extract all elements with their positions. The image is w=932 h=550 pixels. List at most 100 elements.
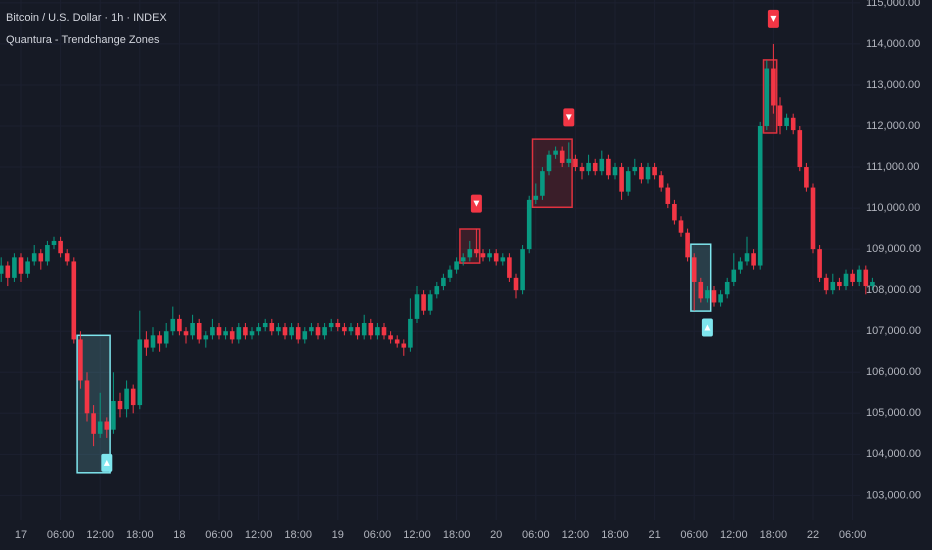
candle-body [163, 331, 169, 344]
candle-body [810, 187, 816, 250]
candle-body [421, 294, 426, 311]
candle-body [784, 117, 789, 126]
candle-body [744, 253, 750, 262]
candle-body [632, 167, 638, 172]
candle-body [190, 322, 195, 336]
candle-body [0, 265, 4, 274]
candle-body [361, 322, 367, 336]
x-tick-label: 18 [173, 529, 185, 541]
candle-body [249, 331, 255, 336]
candle-body [487, 253, 492, 258]
candle-body [500, 257, 506, 262]
candle-body [566, 158, 572, 163]
candle-body [117, 400, 123, 410]
candle-body [5, 265, 11, 278]
candle-body [837, 281, 842, 287]
candle-body [342, 327, 347, 332]
candle-body [672, 203, 677, 221]
y-tick-label: 112,000.00 [866, 120, 920, 132]
candle-body [137, 339, 143, 406]
candle-body [408, 318, 413, 348]
candle-body [520, 249, 525, 291]
x-tick-label: 06:00 [839, 529, 867, 541]
candle-body [645, 167, 651, 180]
candle-body [18, 257, 24, 274]
candle-body [394, 339, 400, 344]
candle-body [711, 290, 717, 303]
x-tick-label: 18:00 [443, 529, 471, 541]
candle-body [269, 322, 275, 332]
candle-body [322, 327, 327, 336]
candle-body [84, 380, 90, 414]
candle-body [262, 322, 268, 328]
indicator-name: Quantura - Trendchange Zones [6, 34, 160, 46]
x-tick-label: 06:00 [680, 529, 708, 541]
candle-body [414, 294, 420, 319]
signal-arrow [103, 459, 110, 466]
candle-body [45, 245, 50, 262]
candle-body [460, 257, 466, 262]
candle-body [474, 249, 479, 254]
candle-body [441, 277, 446, 287]
candle-body [856, 269, 862, 282]
candle-body [467, 249, 473, 258]
candle-body [823, 277, 829, 291]
candle-body [282, 327, 288, 336]
x-tick-label: 12:00 [245, 529, 273, 541]
candle-body [652, 167, 657, 176]
candle-body [170, 318, 176, 332]
x-tick-label: 06:00 [522, 529, 550, 541]
x-tick-label: 06:00 [364, 529, 392, 541]
candle-body [144, 339, 149, 348]
candle-body [599, 158, 605, 172]
candle-body [295, 327, 301, 340]
x-tick-label: 19 [332, 529, 344, 541]
candle-body [401, 343, 407, 348]
candle-body [196, 322, 202, 340]
candle-body [38, 253, 44, 262]
candle-body [368, 322, 374, 336]
candle-body [691, 257, 697, 282]
candle-body [751, 253, 756, 266]
candle-body [698, 281, 704, 299]
candle-body [606, 158, 611, 176]
candle-body [540, 171, 545, 196]
candle-body [229, 331, 235, 340]
candle-body [111, 400, 116, 430]
candle-body [546, 154, 552, 172]
candle-body [183, 331, 189, 336]
candle-body [830, 281, 836, 291]
candle-body [850, 273, 855, 282]
y-tick-label: 115,000.00 [866, 0, 920, 9]
candle-body [843, 273, 849, 287]
candle-body [130, 388, 136, 406]
candle-body [150, 335, 156, 348]
candle-body [612, 167, 618, 176]
signal-arrow [565, 114, 572, 121]
candle-body [348, 327, 354, 332]
candle-body [335, 322, 341, 328]
candle-body [51, 240, 57, 246]
candle-body [388, 335, 393, 340]
candle-body [223, 331, 228, 336]
candle-body [639, 167, 644, 180]
candle-body [58, 240, 63, 254]
candle-body [658, 175, 664, 188]
candle-body [797, 130, 803, 168]
candle-body [480, 253, 486, 258]
candle-body [381, 327, 387, 336]
x-tick-label: 12:00 [562, 529, 590, 541]
candle-body [579, 167, 585, 172]
candle-body [203, 335, 209, 340]
candle-body [559, 150, 565, 163]
signal-arrow [704, 324, 711, 331]
x-tick-label: 12:00 [720, 529, 748, 541]
candle-body [91, 413, 96, 434]
signal-arrow [770, 15, 777, 22]
candle-body [771, 68, 776, 106]
candle-body [276, 327, 281, 332]
candle-body [757, 125, 763, 266]
candle-body [177, 318, 182, 332]
candle-body [25, 261, 30, 274]
